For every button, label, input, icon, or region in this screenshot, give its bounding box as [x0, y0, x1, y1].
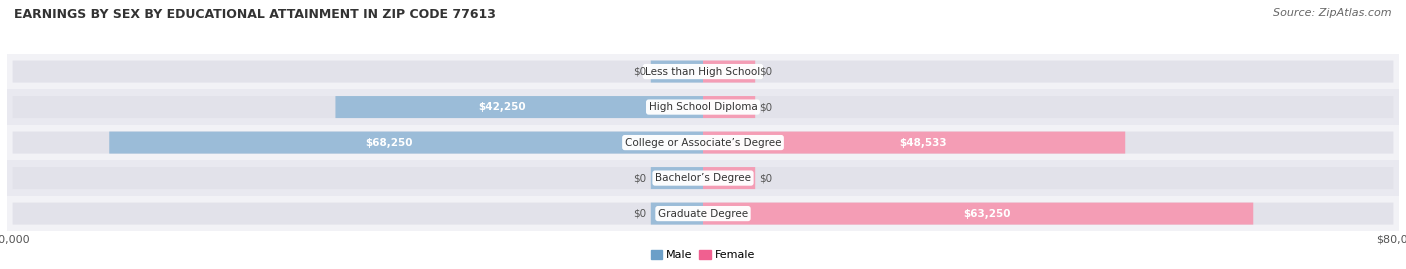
FancyBboxPatch shape — [336, 96, 703, 118]
FancyBboxPatch shape — [703, 61, 755, 83]
Legend: Male, Female: Male, Female — [647, 246, 759, 265]
FancyBboxPatch shape — [651, 61, 703, 83]
Bar — [7, 54, 1399, 89]
Text: $48,533: $48,533 — [898, 137, 946, 148]
FancyBboxPatch shape — [703, 203, 1253, 225]
FancyBboxPatch shape — [110, 132, 703, 154]
FancyBboxPatch shape — [13, 96, 1393, 118]
Text: $0: $0 — [759, 102, 773, 112]
FancyBboxPatch shape — [651, 167, 703, 189]
Text: $68,250: $68,250 — [366, 137, 412, 148]
FancyBboxPatch shape — [13, 203, 1393, 225]
FancyBboxPatch shape — [703, 96, 755, 118]
Text: $42,250: $42,250 — [478, 102, 526, 112]
FancyBboxPatch shape — [13, 61, 1393, 83]
Text: College or Associate’s Degree: College or Associate’s Degree — [624, 137, 782, 148]
Text: Less than High School: Less than High School — [645, 66, 761, 77]
Text: $0: $0 — [633, 208, 647, 219]
FancyBboxPatch shape — [703, 167, 755, 189]
Text: $0: $0 — [759, 66, 773, 77]
FancyBboxPatch shape — [703, 132, 1125, 154]
FancyBboxPatch shape — [13, 132, 1393, 154]
Text: $0: $0 — [633, 66, 647, 77]
Bar — [7, 196, 1399, 231]
Bar — [7, 125, 1399, 160]
FancyBboxPatch shape — [651, 203, 703, 225]
Text: Graduate Degree: Graduate Degree — [658, 208, 748, 219]
Bar — [7, 160, 1399, 196]
Text: High School Diploma: High School Diploma — [648, 102, 758, 112]
Text: EARNINGS BY SEX BY EDUCATIONAL ATTAINMENT IN ZIP CODE 77613: EARNINGS BY SEX BY EDUCATIONAL ATTAINMEN… — [14, 8, 496, 21]
Bar — [7, 89, 1399, 125]
FancyBboxPatch shape — [13, 167, 1393, 189]
Text: $63,250: $63,250 — [963, 208, 1011, 219]
Text: Source: ZipAtlas.com: Source: ZipAtlas.com — [1274, 8, 1392, 18]
Text: $0: $0 — [759, 173, 773, 183]
Text: $0: $0 — [633, 173, 647, 183]
Text: Bachelor’s Degree: Bachelor’s Degree — [655, 173, 751, 183]
